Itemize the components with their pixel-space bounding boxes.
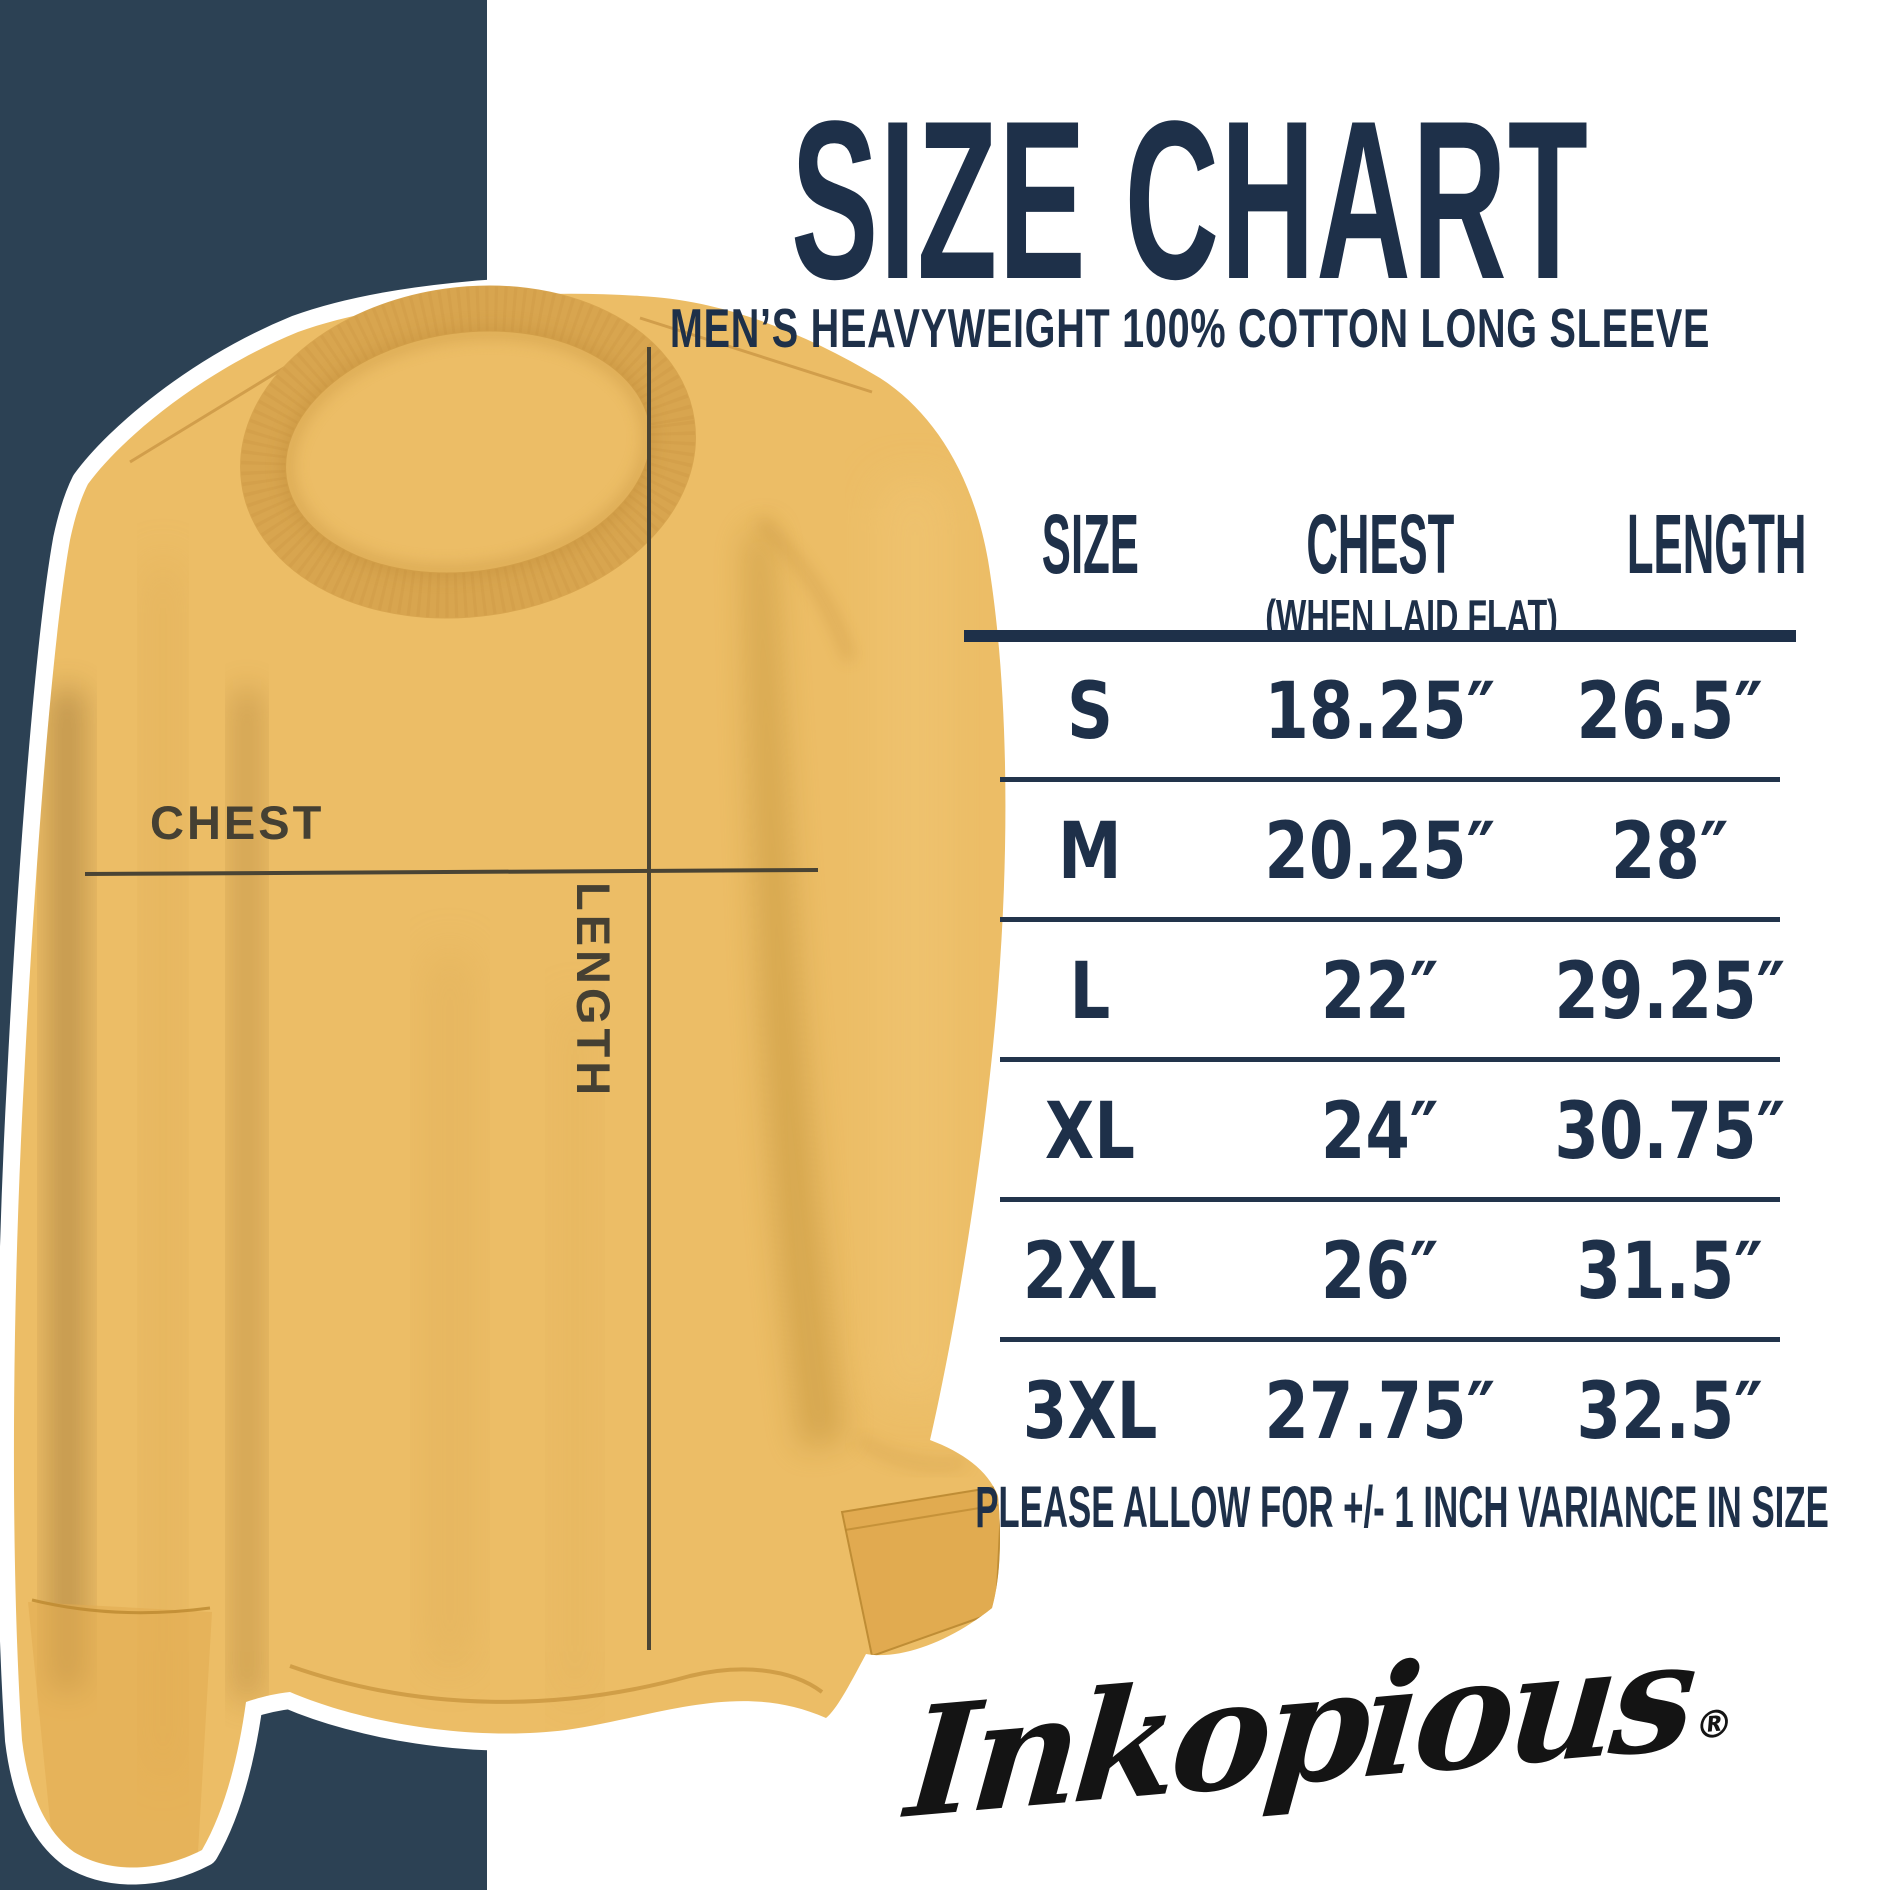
chest-value: 20.25″ (1264, 807, 1496, 897)
length-value: 29.25″ (1554, 947, 1786, 1037)
registered-trademark-icon: ® (1693, 1700, 1735, 1749)
length-value: 31.5″ (1576, 1227, 1764, 1317)
row-divider (1000, 1197, 1780, 1202)
page-subtitle: MEN’S HEAVYWEIGHT 100% COTTON LONG SLEEV… (669, 297, 1711, 359)
size-value: 3XL (1022, 1367, 1158, 1457)
chest-value: 26″ (1321, 1227, 1439, 1317)
header-chest-label: CHEST (1305, 497, 1455, 591)
length-measure-label: LENGTH (567, 882, 620, 1100)
header-length: LENGTH (1544, 468, 1807, 643)
length-value: 26.5″ (1576, 667, 1764, 757)
length-value: 28″ (1611, 807, 1729, 897)
table-header-rule (964, 630, 1796, 642)
chest-value: 18.25″ (1264, 667, 1496, 757)
size-value: S (1066, 667, 1114, 757)
table-row: 2XL 26″ 31.5″ (964, 1202, 1796, 1342)
variance-note: PLEASE ALLOW FOR +/- 1 INCH VARIANCE IN … (975, 1475, 1829, 1540)
table-row: L 22″ 29.25″ (964, 922, 1796, 1062)
length-value: 30.75″ (1554, 1087, 1786, 1177)
shirt-shading (28, 316, 1004, 1868)
shirt-collar (240, 285, 696, 619)
table-row: 3XL 27.75″ 32.5″ (964, 1342, 1796, 1482)
row-divider (1000, 1337, 1780, 1342)
length-value: 32.5″ (1576, 1367, 1764, 1457)
header-chest: CHEST (WHEN LAID FLAT) (1216, 468, 1558, 643)
row-divider (1000, 777, 1780, 782)
size-value: 2XL (1022, 1227, 1158, 1317)
size-table-header: SIZE CHEST (WHEN LAID FLAT) LENGTH (964, 468, 1806, 642)
size-value: L (1069, 947, 1111, 1037)
size-value: M (1058, 807, 1122, 897)
header-size: SIZE (964, 468, 1216, 643)
table-row: S 18.25″ 26.5″ (964, 642, 1796, 782)
table-row: M 20.25″ 28″ (964, 782, 1796, 922)
header-size-label: SIZE (1041, 497, 1139, 591)
chest-value: 27.75″ (1264, 1367, 1496, 1457)
size-value: XL (1044, 1087, 1136, 1177)
row-divider (1000, 917, 1780, 922)
chest-measure-label: CHEST (150, 796, 325, 849)
page-title: SIZE CHART (790, 73, 1590, 326)
size-table-body: S 18.25″ 26.5″ M 20.25″ 28″ L 22″ 29.25″… (964, 642, 1796, 1482)
table-row: XL 24″ 30.75″ (964, 1062, 1796, 1202)
chest-value: 24″ (1321, 1087, 1439, 1177)
chest-value: 22″ (1321, 947, 1439, 1037)
chest-measure-line (84, 868, 819, 876)
row-divider (1000, 1057, 1780, 1062)
header-length-label: LENGTH (1626, 497, 1807, 591)
